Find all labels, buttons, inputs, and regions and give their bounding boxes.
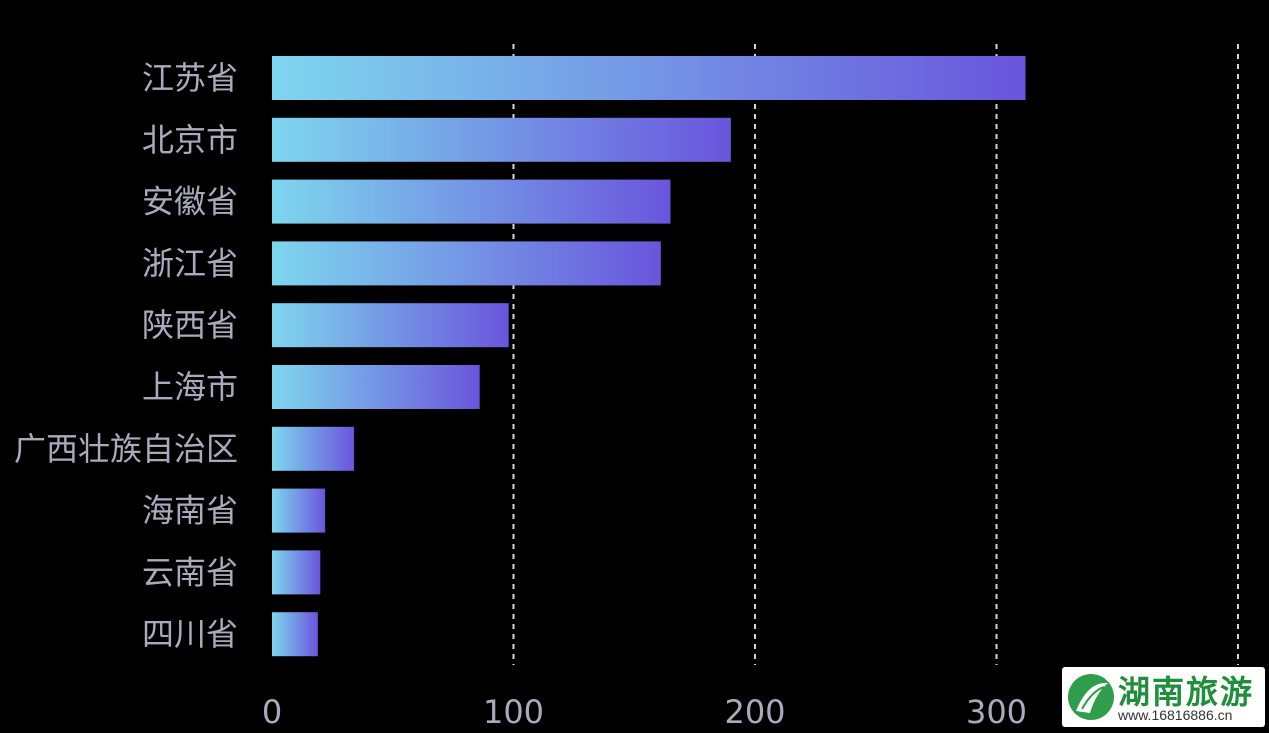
category-label: 四川省 — [142, 615, 238, 653]
watermark-url: www.16816886.cn — [1118, 707, 1233, 723]
category-label: 安徽省 — [142, 183, 238, 221]
category-label: 云南省 — [142, 553, 238, 591]
bar — [272, 56, 1026, 100]
bars — [272, 56, 1026, 657]
bar — [272, 488, 326, 533]
category-label: 上海市 — [142, 368, 238, 406]
leaf-logo-icon — [1068, 674, 1114, 720]
bar — [272, 612, 318, 657]
category-label: 陕西省 — [142, 306, 238, 344]
category-label: 广西壮族自治区 — [14, 430, 238, 468]
bar — [272, 303, 509, 348]
bar — [272, 117, 731, 162]
bar — [272, 550, 321, 595]
bar — [272, 426, 355, 471]
category-label: 江苏省 — [142, 59, 238, 97]
x-tick-label: 0 — [262, 693, 282, 731]
x-axis-tick-labels: 0 100 200 300 — [262, 693, 1027, 731]
category-label: 浙江省 — [142, 244, 238, 282]
category-label: 海南省 — [142, 492, 238, 530]
bar — [272, 241, 661, 286]
bar — [272, 365, 480, 409]
x-tick-label: 300 — [966, 693, 1027, 731]
x-tick-label: 200 — [724, 693, 785, 731]
watermark-logo: 湖南旅游 www.16816886.cn — [1062, 667, 1265, 727]
bar — [272, 179, 671, 224]
watermark-title: 湖南旅游 — [1118, 673, 1255, 711]
category-label: 北京市 — [142, 121, 238, 159]
x-tick-label: 100 — [483, 693, 544, 731]
